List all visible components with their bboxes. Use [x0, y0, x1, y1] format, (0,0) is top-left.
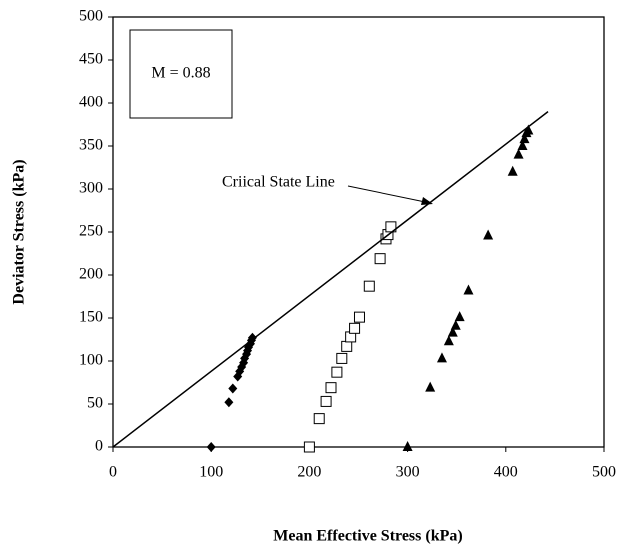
y-tick-label: 400	[79, 94, 103, 111]
point	[443, 335, 454, 346]
y-tick-label: 300	[79, 180, 103, 197]
x-axis-label: Mean Effective Stress (kPa)	[273, 528, 462, 545]
point	[454, 311, 465, 322]
point	[325, 382, 337, 394]
y-tick-label: 50	[87, 395, 103, 412]
point	[349, 322, 361, 334]
point	[425, 381, 436, 392]
point	[341, 340, 353, 352]
y-tick-label: 150	[79, 309, 103, 326]
point	[224, 397, 234, 408]
point	[331, 366, 343, 378]
point	[519, 133, 530, 144]
point	[436, 352, 447, 363]
point	[450, 319, 461, 330]
point	[513, 148, 524, 159]
x-tick-label: 400	[494, 464, 518, 481]
y-tick-label: 200	[79, 266, 103, 283]
y-axis-label: Deviator Stress (kPa)	[11, 159, 28, 304]
point	[517, 140, 528, 150]
x-tick-label: 500	[592, 464, 616, 481]
x-tick-label: 0	[109, 464, 117, 481]
y-tick-label: 450	[79, 51, 103, 68]
point	[523, 124, 534, 135]
y-tick-label: 100	[79, 352, 103, 369]
critical-state-line	[112, 111, 549, 448]
point	[206, 442, 216, 452]
point	[374, 253, 386, 265]
x-tick-label: 200	[297, 464, 321, 481]
point	[507, 165, 518, 176]
y-tick-label: 250	[79, 223, 103, 240]
point	[402, 441, 413, 451]
y-tick-label: 0	[95, 438, 103, 455]
point	[228, 383, 238, 394]
point	[463, 284, 474, 295]
point	[353, 311, 365, 323]
annotation: Criical State Line	[222, 174, 335, 191]
point	[313, 413, 325, 425]
point	[363, 280, 375, 292]
point	[336, 352, 348, 364]
point	[447, 326, 458, 337]
point	[303, 441, 315, 453]
y-tick-label: 350	[79, 137, 103, 154]
point	[483, 229, 494, 240]
point	[320, 395, 332, 407]
y-tick-label: 500	[79, 8, 103, 25]
annotation-box	[129, 29, 233, 119]
x-tick-label: 100	[199, 464, 223, 481]
annotation-arrow	[347, 185, 431, 204]
annotation: M = 0.88	[151, 65, 210, 82]
x-tick-label: 300	[396, 464, 420, 481]
